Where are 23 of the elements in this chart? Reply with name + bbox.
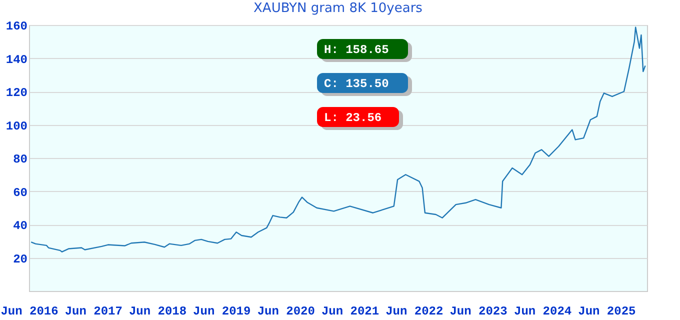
line-series (30, 26, 646, 252)
annotation: H: 158.65 (324, 43, 389, 57)
x-tick-label: Jun 2025 (578, 304, 636, 318)
x-tick-label: Jun 2024 (514, 304, 572, 318)
x-tick-label: Jun 2022 (386, 304, 444, 318)
x-tick-label: Jun 2018 (128, 304, 187, 318)
y-tick-label: 140 (6, 52, 28, 67)
annotation: L: 23.56 (324, 111, 382, 125)
y-tick-label: 20 (13, 252, 28, 266)
y-tick-label: 160 (6, 20, 28, 34)
y-tick-label: 60 (13, 186, 28, 200)
x-tick-label: Jun 2023 (450, 304, 508, 318)
y-tick-label: 100 (6, 119, 28, 134)
y-tick-label: 120 (6, 86, 28, 100)
x-tick-label: Jun 2017 (64, 304, 122, 318)
x-tick-label: Jun 2020 (257, 304, 315, 318)
y-tick-label: 80 (13, 152, 28, 166)
x-tick-label: Jun 2019 (193, 304, 251, 318)
annotation: C: 135.50 (324, 77, 389, 91)
chart-title: XAUBYN gram 8K 10years (254, 1, 423, 16)
y-tick-label: 40 (13, 219, 28, 233)
x-tick-label: Jun 2016 (0, 304, 58, 318)
x-tick-label: Jun 2021 (321, 304, 380, 318)
